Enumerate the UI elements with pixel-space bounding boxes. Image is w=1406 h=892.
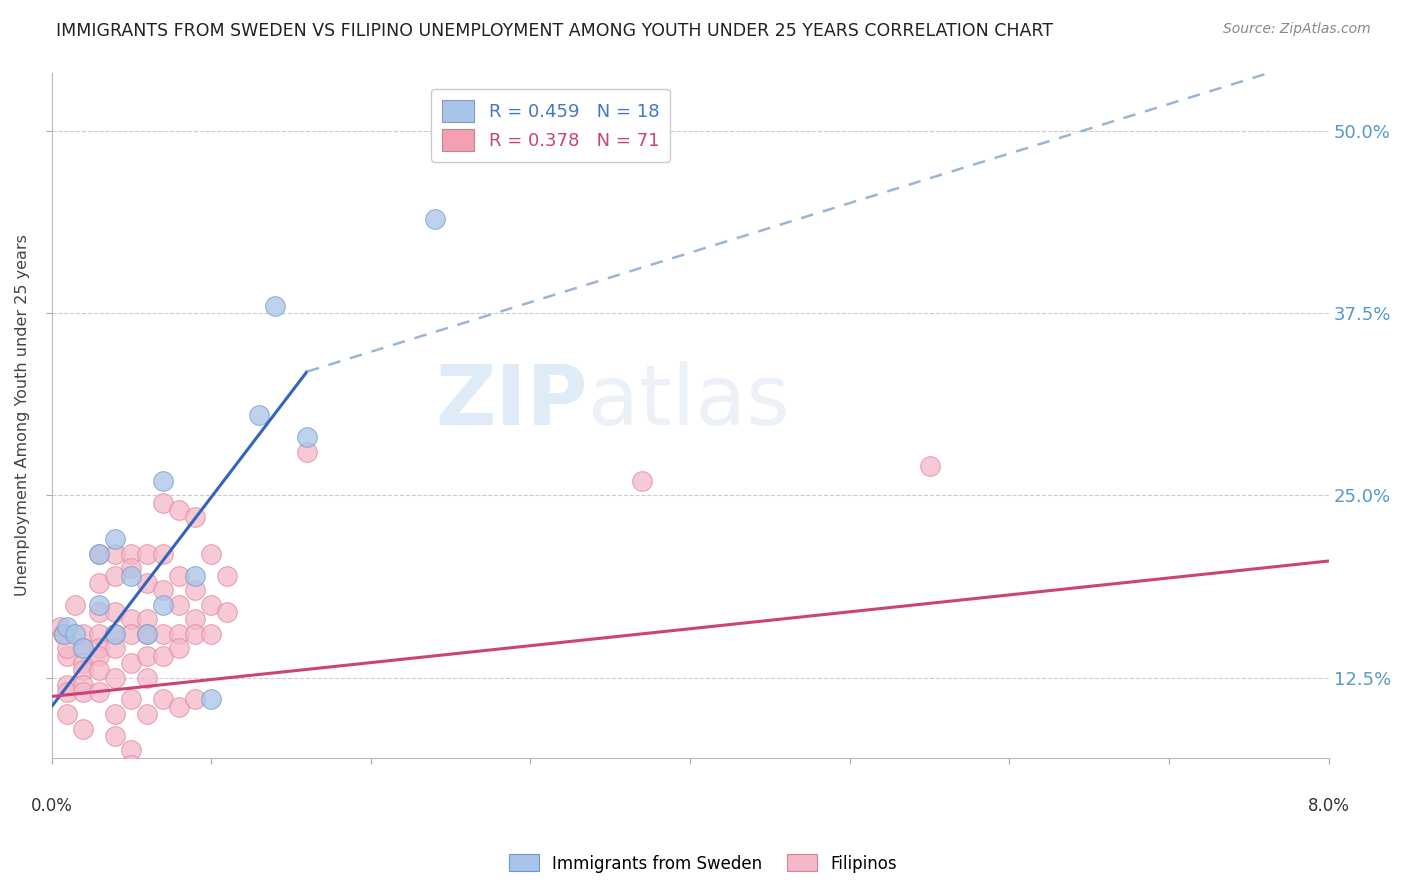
Point: [152, 474, 174, 488]
Point: [89, 641, 111, 656]
Point: [52, 627, 75, 641]
Point: [104, 641, 127, 656]
Point: [56, 706, 79, 721]
Point: [184, 583, 207, 598]
Point: [184, 692, 207, 706]
Point: [136, 612, 159, 626]
Point: [104, 627, 127, 641]
Point: [89, 547, 111, 561]
Point: [104, 605, 127, 619]
Point: [56, 619, 79, 633]
Point: [184, 510, 207, 524]
Point: [217, 568, 239, 582]
Point: [48, 619, 70, 633]
Point: [295, 430, 318, 444]
Point: [72, 627, 94, 641]
Point: [136, 627, 159, 641]
Point: [120, 627, 142, 641]
Point: [136, 706, 159, 721]
Point: [89, 627, 111, 641]
Point: [247, 409, 270, 423]
Point: [104, 627, 127, 641]
Point: [72, 663, 94, 677]
Text: IMMIGRANTS FROM SWEDEN VS FILIPINO UNEMPLOYMENT AMONG YOUTH UNDER 25 YEARS CORRE: IMMIGRANTS FROM SWEDEN VS FILIPINO UNEMP…: [56, 22, 1053, 40]
Point: [53, 627, 76, 641]
Point: [72, 722, 94, 736]
Point: [56, 641, 79, 656]
Point: [136, 627, 159, 641]
Point: [89, 663, 111, 677]
Point: [72, 641, 94, 656]
Point: [152, 496, 174, 510]
Point: [200, 598, 222, 612]
Point: [120, 547, 142, 561]
Point: [89, 648, 111, 663]
Point: [72, 656, 94, 670]
Point: [89, 575, 111, 590]
Point: [56, 678, 79, 692]
Point: [264, 299, 287, 313]
Text: Source: ZipAtlas.com: Source: ZipAtlas.com: [1223, 22, 1371, 37]
Point: [152, 583, 174, 598]
Point: [152, 547, 174, 561]
Y-axis label: Unemployment Among Youth under 25 years: Unemployment Among Youth under 25 years: [15, 235, 30, 596]
Point: [200, 692, 222, 706]
Text: atlas: atlas: [588, 361, 790, 442]
Point: [120, 743, 142, 757]
Point: [72, 685, 94, 699]
Point: [184, 627, 207, 641]
Point: [152, 692, 174, 706]
Point: [56, 648, 79, 663]
Text: 0.0%: 0.0%: [31, 797, 73, 814]
Point: [295, 444, 318, 458]
Point: [65, 627, 87, 641]
Point: [72, 678, 94, 692]
Point: [56, 685, 79, 699]
Point: [631, 474, 654, 488]
Point: [120, 561, 142, 575]
Point: [423, 211, 446, 226]
Point: [184, 568, 207, 582]
Point: [136, 575, 159, 590]
Point: [120, 692, 142, 706]
Point: [918, 459, 941, 474]
Text: 8.0%: 8.0%: [1308, 797, 1350, 814]
Point: [89, 598, 111, 612]
Point: [167, 641, 190, 656]
Point: [104, 568, 127, 582]
Point: [89, 547, 111, 561]
Point: [184, 612, 207, 626]
Point: [167, 503, 190, 517]
Point: [104, 729, 127, 743]
Point: [120, 568, 142, 582]
Point: [120, 758, 142, 772]
Point: [104, 532, 127, 546]
Point: [136, 648, 159, 663]
Point: [104, 671, 127, 685]
Point: [152, 648, 174, 663]
Legend: Immigrants from Sweden, Filipinos: Immigrants from Sweden, Filipinos: [502, 847, 904, 880]
Point: [152, 627, 174, 641]
Point: [167, 568, 190, 582]
Point: [104, 706, 127, 721]
Point: [152, 598, 174, 612]
Point: [89, 685, 111, 699]
Point: [104, 547, 127, 561]
Point: [136, 671, 159, 685]
Point: [200, 627, 222, 641]
Point: [65, 598, 87, 612]
Point: [120, 656, 142, 670]
Legend: R = 0.459   N = 18, R = 0.378   N = 71: R = 0.459 N = 18, R = 0.378 N = 71: [432, 89, 671, 161]
Point: [217, 605, 239, 619]
Point: [167, 699, 190, 714]
Point: [120, 612, 142, 626]
Point: [167, 627, 190, 641]
Text: ZIP: ZIP: [436, 361, 588, 442]
Point: [136, 547, 159, 561]
Point: [72, 641, 94, 656]
Point: [200, 547, 222, 561]
Point: [89, 605, 111, 619]
Point: [167, 598, 190, 612]
